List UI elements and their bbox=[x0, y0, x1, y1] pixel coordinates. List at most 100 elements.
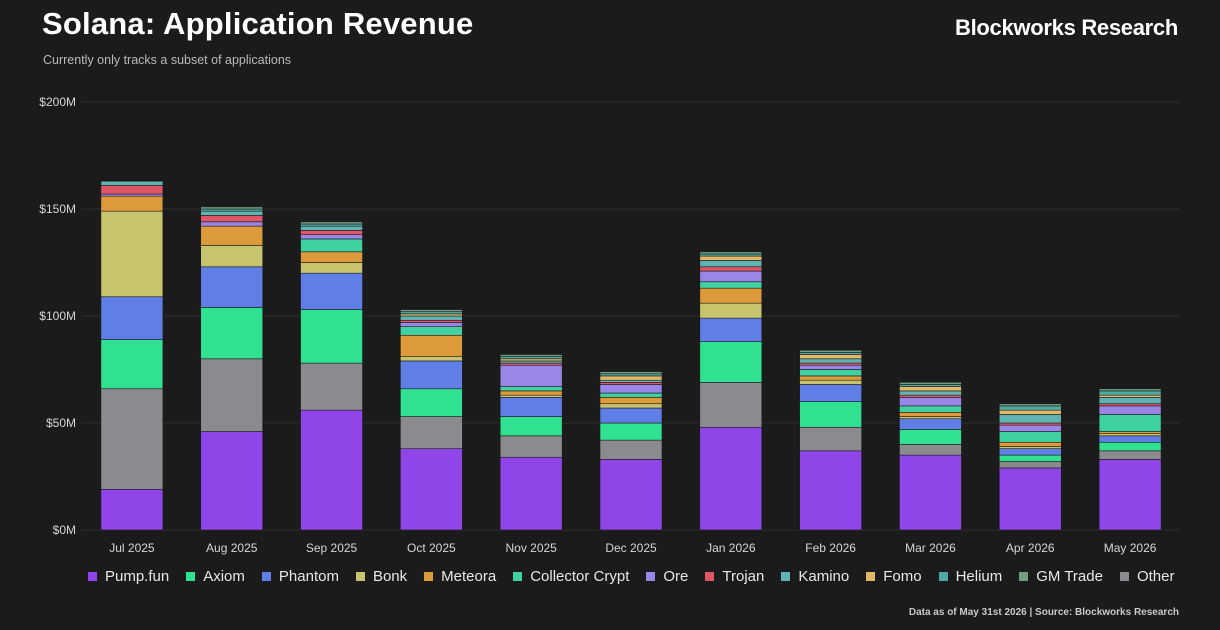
bar-segment bbox=[499, 356, 563, 360]
bar-segment bbox=[899, 444, 962, 456]
legend-label: Phantom bbox=[278, 568, 339, 585]
legend-label: Meteora bbox=[441, 568, 497, 585]
bar-segment bbox=[100, 339, 164, 390]
bar-segment bbox=[599, 459, 663, 531]
legend-label: Trojan bbox=[722, 568, 765, 585]
bar-segment bbox=[899, 384, 962, 387]
legend-label: GM Trade bbox=[1036, 568, 1103, 585]
bar-segment bbox=[300, 362, 363, 411]
chart-legend: Pump.fun Axiom Phantom Bonk Meteora Coll… bbox=[88, 568, 1191, 585]
bar-segment bbox=[200, 215, 264, 223]
bar-segment bbox=[1098, 431, 1162, 434]
bar-segment bbox=[300, 272, 363, 310]
bar-segment bbox=[998, 461, 1062, 469]
bar-segment bbox=[1098, 450, 1162, 460]
bar-segment bbox=[899, 394, 962, 398]
y-tick-label: $150M bbox=[39, 202, 76, 216]
bar-segment bbox=[300, 238, 363, 253]
bar-segment bbox=[499, 360, 563, 364]
bar-segment bbox=[400, 311, 463, 315]
bar-segment bbox=[699, 302, 763, 319]
bar-segment bbox=[899, 429, 962, 445]
bar-segment bbox=[200, 208, 264, 212]
bar-segment bbox=[599, 397, 663, 405]
legend-swatch-12 bbox=[1119, 572, 1129, 581]
legend-item: Fomo bbox=[866, 568, 922, 585]
legend-swatch-3 bbox=[355, 572, 365, 581]
bar-segment bbox=[998, 424, 1062, 432]
legend-label: Fomo bbox=[883, 568, 922, 585]
bar-segment bbox=[100, 180, 164, 186]
bar-segment bbox=[200, 307, 264, 360]
y-tick-label: $50M bbox=[46, 416, 76, 430]
bar-segment bbox=[499, 416, 563, 437]
bar-segment bbox=[599, 422, 663, 441]
bar-segment bbox=[998, 454, 1062, 462]
bar-segment bbox=[899, 382, 962, 385]
bar-segment bbox=[799, 364, 862, 370]
bar-segment bbox=[899, 416, 962, 420]
bar-segment bbox=[599, 379, 663, 383]
x-tick-label: Aug 2025 bbox=[206, 541, 258, 555]
bar-segment bbox=[1098, 394, 1162, 398]
bar-segment bbox=[799, 450, 862, 531]
bar-segment bbox=[499, 456, 563, 531]
bar-segment bbox=[100, 489, 164, 531]
bar-segment bbox=[699, 255, 763, 261]
bar-segment bbox=[499, 358, 563, 362]
bar-segment bbox=[699, 266, 763, 272]
legend-label: Kamino bbox=[798, 568, 850, 585]
bar-segment bbox=[1098, 390, 1162, 396]
legend-swatch-11 bbox=[1019, 572, 1029, 581]
bar-segment bbox=[400, 319, 463, 323]
bar-segment bbox=[400, 315, 463, 321]
bar-segment bbox=[400, 356, 463, 362]
legend-item: Kamino bbox=[781, 568, 849, 585]
bar-segment bbox=[300, 223, 363, 227]
bar-segment bbox=[1098, 414, 1162, 432]
legend-swatch-6 bbox=[646, 572, 656, 581]
bar-segment bbox=[998, 448, 1062, 456]
legend-swatch-0 bbox=[88, 572, 97, 581]
bar-segment bbox=[599, 392, 663, 398]
bar-segment bbox=[400, 309, 463, 313]
bar-segment bbox=[599, 384, 663, 394]
bar-segment bbox=[1098, 405, 1162, 415]
bar-segment bbox=[699, 426, 763, 531]
bar-segment bbox=[300, 409, 363, 531]
legend-item: Phantom bbox=[261, 568, 339, 585]
bar-segment bbox=[300, 251, 363, 263]
bar-segment bbox=[998, 431, 1062, 443]
bar-segment bbox=[998, 422, 1062, 426]
bar-segment bbox=[599, 375, 663, 381]
legend-item: Collector Crypt bbox=[513, 568, 629, 585]
y-tick-label: $0M bbox=[53, 523, 76, 537]
legend-item: Bonk bbox=[355, 568, 408, 585]
bar-segment bbox=[899, 411, 962, 417]
legend-swatch-8 bbox=[781, 572, 791, 581]
bar-segment bbox=[499, 386, 563, 392]
bar-segment bbox=[499, 362, 563, 366]
bar-segment bbox=[998, 467, 1062, 531]
legend-item: Meteora bbox=[424, 568, 496, 585]
source-note: Data as of May 31st 2026 | Source: Block… bbox=[908, 607, 1179, 618]
bar-segment bbox=[699, 317, 763, 342]
bar-segment bbox=[200, 245, 264, 268]
legend-label: Bonk bbox=[372, 568, 408, 585]
bar-segment bbox=[699, 281, 763, 289]
x-tick-label: Dec 2025 bbox=[605, 541, 657, 555]
bar-segment bbox=[1098, 388, 1162, 392]
bar-segment bbox=[300, 221, 363, 225]
bar-segment bbox=[200, 358, 264, 432]
bar-segment bbox=[699, 341, 763, 383]
bar-segment bbox=[799, 401, 862, 428]
legend-swatch-4 bbox=[424, 572, 434, 581]
bar-segment bbox=[599, 439, 663, 460]
bar-segment bbox=[499, 364, 563, 387]
bar-segment bbox=[899, 418, 962, 430]
bar-segment bbox=[100, 195, 164, 212]
bar-segment bbox=[200, 210, 264, 216]
bar-segment bbox=[499, 394, 563, 398]
bar-segment bbox=[1098, 441, 1162, 452]
